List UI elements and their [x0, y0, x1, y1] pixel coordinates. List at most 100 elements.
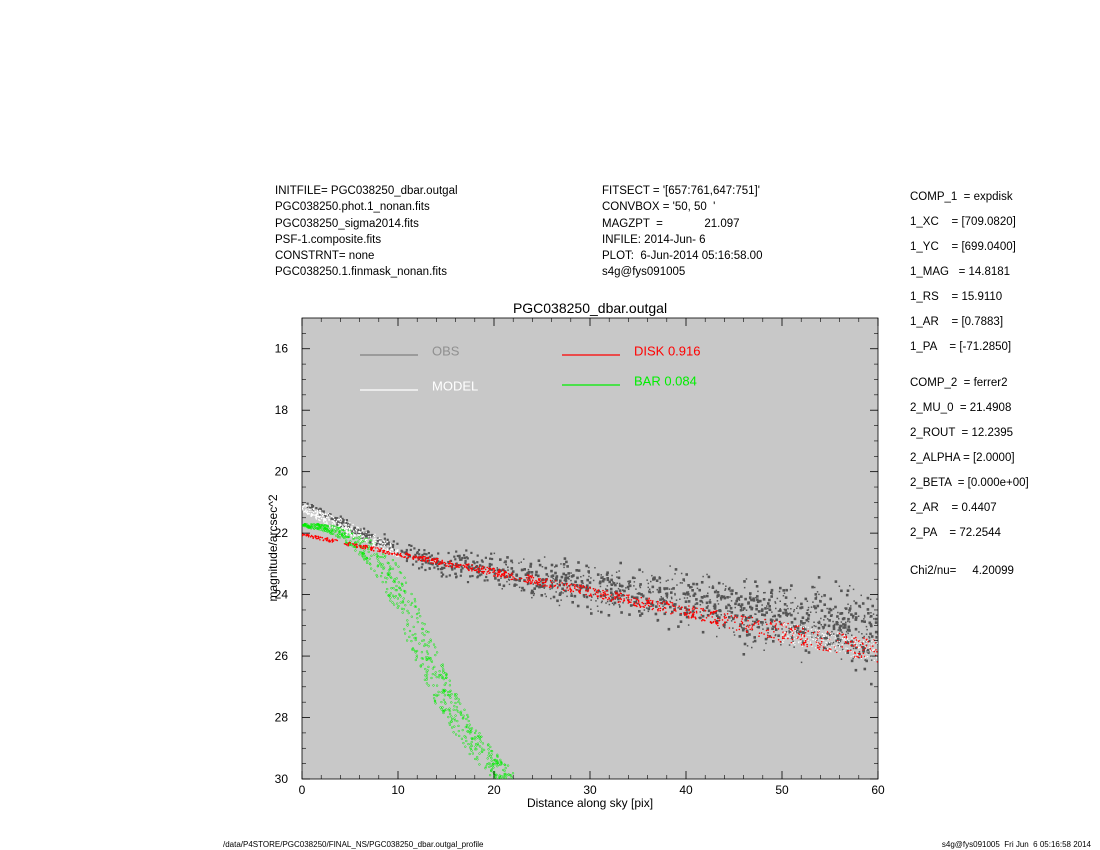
bar-point	[398, 571, 402, 574]
obs-point	[339, 515, 342, 518]
obs-point	[846, 589, 850, 592]
bar-point	[500, 775, 503, 778]
bar-point	[380, 571, 384, 575]
obs-point	[847, 632, 849, 635]
obs-point	[353, 527, 356, 530]
header-line: s4g@fys091005	[602, 266, 686, 279]
bar-point	[435, 694, 438, 698]
bar-point	[474, 748, 477, 751]
disk-point	[441, 562, 444, 564]
disk-point	[574, 587, 576, 589]
bar-point	[358, 537, 361, 540]
obs-point	[437, 568, 440, 571]
disk-point	[538, 581, 541, 584]
model-point	[340, 527, 343, 529]
obs-point	[420, 566, 423, 569]
disk-point	[691, 608, 694, 610]
obs-point	[681, 582, 683, 584]
bar-point	[370, 543, 373, 546]
obs-point	[635, 599, 638, 602]
obs-point	[591, 596, 593, 598]
disk-point	[758, 620, 760, 622]
obs-point	[801, 631, 805, 634]
model-point	[807, 639, 809, 641]
bar-point	[379, 562, 382, 565]
disk-point	[430, 559, 433, 561]
obs-point	[563, 557, 567, 560]
disk-point	[574, 585, 576, 588]
obs-point	[847, 625, 851, 629]
obs-point	[369, 541, 372, 544]
obs-point	[638, 568, 641, 572]
model-point	[335, 520, 338, 523]
disk-point	[498, 571, 500, 573]
disk-point	[576, 586, 579, 588]
obs-point	[788, 630, 792, 634]
model-point	[847, 638, 849, 640]
disk-point	[749, 628, 751, 631]
bar-point	[344, 536, 347, 539]
obs-point	[739, 623, 742, 626]
bar-point	[399, 588, 403, 591]
obs-point	[306, 505, 309, 508]
obs-point	[783, 608, 786, 611]
obs-point	[691, 614, 694, 618]
header-line: PGC038250.phot.1_nonan.fits	[275, 201, 430, 214]
obs-point	[657, 590, 661, 593]
obs-point	[739, 608, 743, 612]
disk-point	[785, 626, 787, 628]
disk-point	[498, 568, 501, 571]
bar-point	[389, 599, 392, 602]
obs-point	[773, 614, 776, 618]
disk-point	[791, 638, 794, 641]
obs-point	[529, 565, 532, 568]
obs-point	[490, 568, 493, 571]
obs-point	[854, 627, 858, 631]
disk-point	[610, 599, 613, 602]
disk-point	[774, 625, 777, 627]
model-point	[800, 637, 802, 639]
obs-point	[857, 615, 860, 617]
obs-point	[403, 551, 406, 554]
model-point	[395, 552, 397, 554]
obs-point	[489, 557, 492, 560]
model-point	[817, 649, 819, 651]
bar-point	[447, 690, 450, 694]
disk-point	[657, 609, 659, 612]
bar-point	[330, 532, 334, 535]
disk-point	[480, 568, 483, 570]
obs-point	[508, 583, 511, 586]
bar-point	[508, 780, 510, 782]
obs-point	[544, 586, 546, 588]
obs-point	[618, 589, 622, 592]
disk-point	[399, 555, 402, 557]
bar-point	[464, 745, 467, 748]
obs-point	[618, 570, 620, 572]
obs-point	[847, 620, 849, 623]
obs-point	[648, 606, 651, 608]
obs-point	[813, 625, 815, 627]
obs-point	[445, 575, 448, 578]
model-point	[818, 629, 821, 632]
obs-point	[755, 604, 758, 608]
bar-point	[397, 565, 400, 568]
bar-point	[353, 541, 357, 544]
obs-point	[330, 517, 333, 520]
obs-point	[816, 604, 820, 608]
obs-point	[618, 584, 622, 587]
obs-point	[363, 527, 366, 530]
obs-point	[658, 586, 662, 590]
bar-point	[384, 576, 387, 579]
x-tick-label: 50	[775, 783, 789, 797]
disk-point	[781, 637, 784, 640]
model-point	[841, 643, 843, 646]
disk-point	[644, 604, 646, 607]
disk-point	[569, 588, 572, 590]
bar-point	[499, 758, 502, 762]
bar-point	[448, 707, 451, 710]
disk-point	[465, 566, 468, 568]
disk-point	[604, 591, 606, 593]
bar-point	[511, 785, 513, 787]
param-line: COMP_1 = expdisk	[910, 191, 1013, 203]
obs-point	[605, 573, 609, 576]
